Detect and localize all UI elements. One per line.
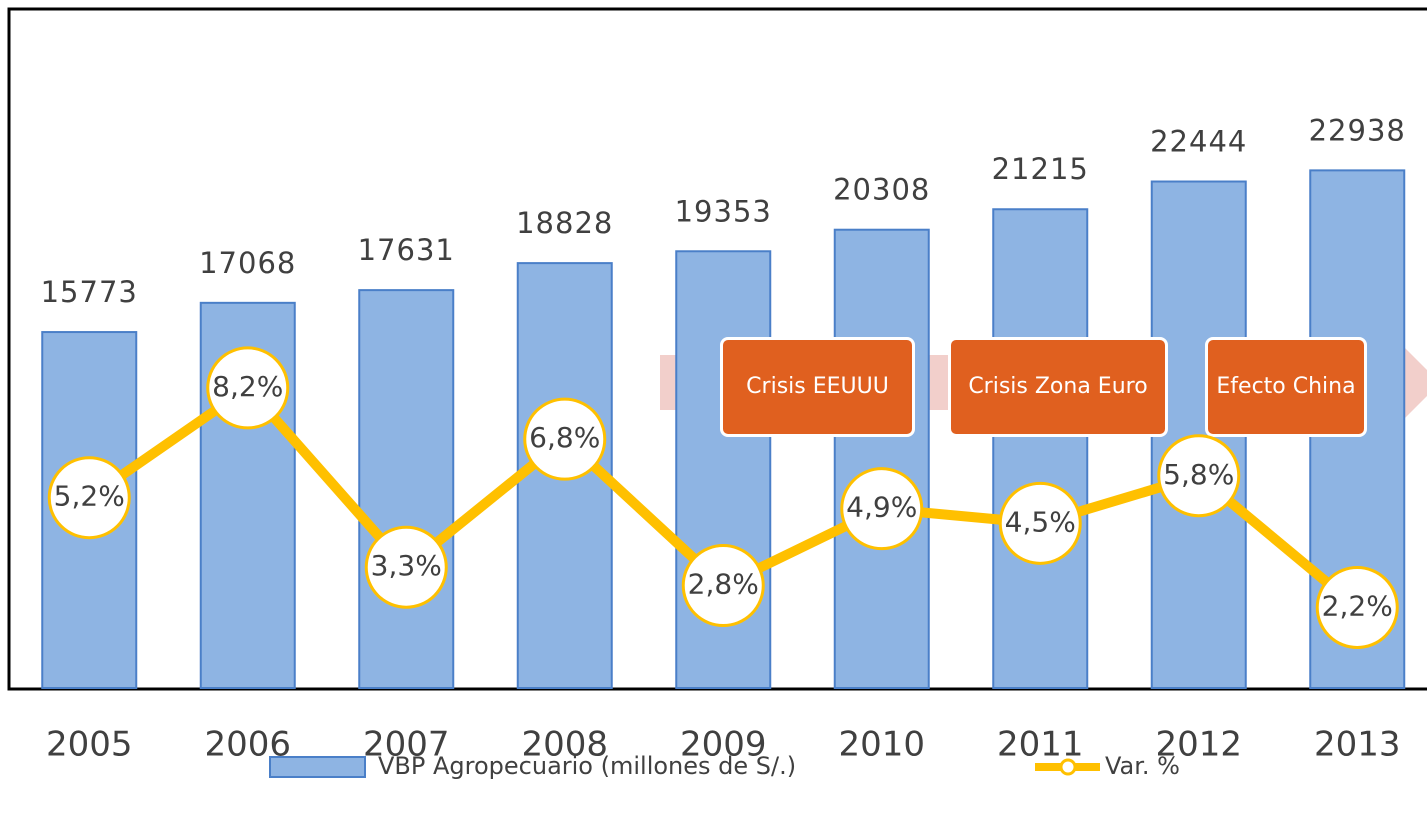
annotation: Efecto China [1205, 337, 1367, 437]
line-value-label: 4,9% [846, 491, 917, 524]
line-marker [206, 346, 290, 430]
x-tick-label: 2010 [838, 725, 925, 765]
line-value-label: 2,8% [688, 568, 759, 601]
x-tick-label: 2009 [680, 725, 767, 765]
legend-swatch [1059, 758, 1077, 776]
bar [992, 208, 1089, 689]
bar-value-label: 22938 [1309, 113, 1406, 147]
x-tick-label: 2011 [997, 725, 1084, 765]
bar-value-label: 15773 [41, 275, 138, 309]
x-tick-label: 2005 [46, 725, 133, 765]
legend-swatch [269, 756, 366, 778]
bar-value-label: 18828 [516, 206, 613, 240]
x-tick-label: 2007 [363, 725, 450, 765]
line-value-label: 8,2% [212, 370, 283, 403]
annotation: Crisis Zona Euro [948, 337, 1168, 437]
line-marker [523, 397, 607, 481]
bar [833, 228, 930, 690]
line-marker [47, 456, 131, 540]
x-tick-label: 2012 [1155, 725, 1242, 765]
bar-value-label: 20308 [833, 173, 930, 207]
bar-value-label: 17068 [199, 246, 296, 280]
line-marker [681, 544, 765, 628]
bar-value-label: 21215 [992, 152, 1089, 186]
line-value-label: 2,2% [1322, 589, 1393, 622]
annotation: Crisis EEUUU [720, 337, 915, 437]
x-tick-label: 2013 [1314, 725, 1401, 765]
x-tick-label: 2008 [521, 725, 608, 765]
line-marker [1315, 565, 1399, 649]
legend-label: Var. % [1105, 752, 1180, 780]
line-marker [998, 481, 1082, 565]
bar-value-label: 22444 [1150, 125, 1247, 159]
bar-value-label: 17631 [358, 233, 455, 267]
bar-value-label: 19353 [675, 194, 772, 228]
legend-label: VBP Agropecuario (millones de S/.) [378, 752, 796, 780]
line-value-label: 3,3% [371, 549, 442, 582]
line-value-label: 5,8% [1163, 458, 1234, 491]
line-marker [364, 525, 448, 609]
line-value-label: 6,8% [529, 421, 600, 454]
line-value-label: 5,2% [54, 480, 125, 513]
bar [358, 289, 455, 689]
line-marker [1157, 434, 1241, 518]
line-marker [840, 467, 924, 551]
line-value-label: 4,5% [1005, 505, 1076, 538]
